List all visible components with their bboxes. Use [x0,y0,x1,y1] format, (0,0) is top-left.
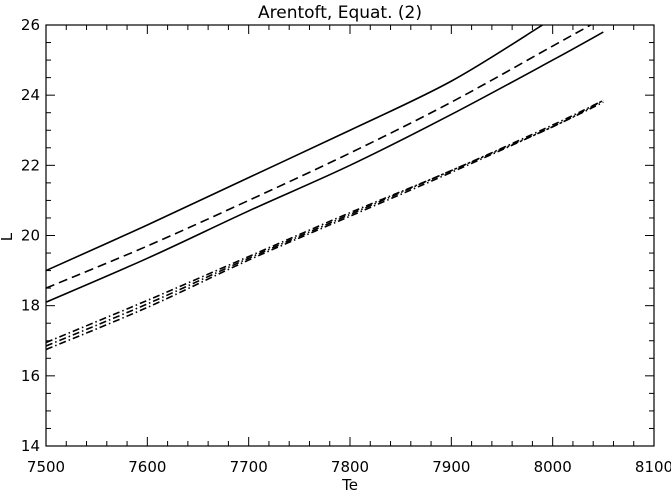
x-axis-title: Te [341,476,358,492]
x-tick-label: 7900 [432,458,470,476]
x-tick-label: 8000 [534,458,572,476]
series-2-line [46,25,593,289]
series-1-line [46,25,543,272]
series-5-line [46,99,604,347]
series-4-line [46,99,604,344]
series-6-line [46,101,604,351]
y-tick-label: 18 [21,297,40,315]
y-axis-title: L [0,232,16,241]
y-tick-label: 14 [21,437,40,455]
x-tick-label: 7700 [230,458,268,476]
series-layer [46,25,604,351]
y-tick-label: 20 [21,227,40,245]
y-tick-label: 26 [21,16,40,34]
plot-frame [45,24,655,447]
y-axis: 14 16 18 20 22 24 26 [21,16,654,455]
chart-title: Arentoft, Equat. (2) [258,3,422,23]
x-tick-label: 8100 [635,458,671,476]
x-tick-label: 7500 [27,458,65,476]
series-3-line [46,31,604,303]
x-axis: 7500 7600 7700 7800 7900 8000 8100 [27,25,671,476]
y-tick-label: 16 [21,367,40,385]
y-tick-label: 22 [21,156,40,174]
x-tick-label: 7800 [331,458,369,476]
x-tick-label: 7600 [128,458,166,476]
y-tick-label: 24 [21,86,40,104]
